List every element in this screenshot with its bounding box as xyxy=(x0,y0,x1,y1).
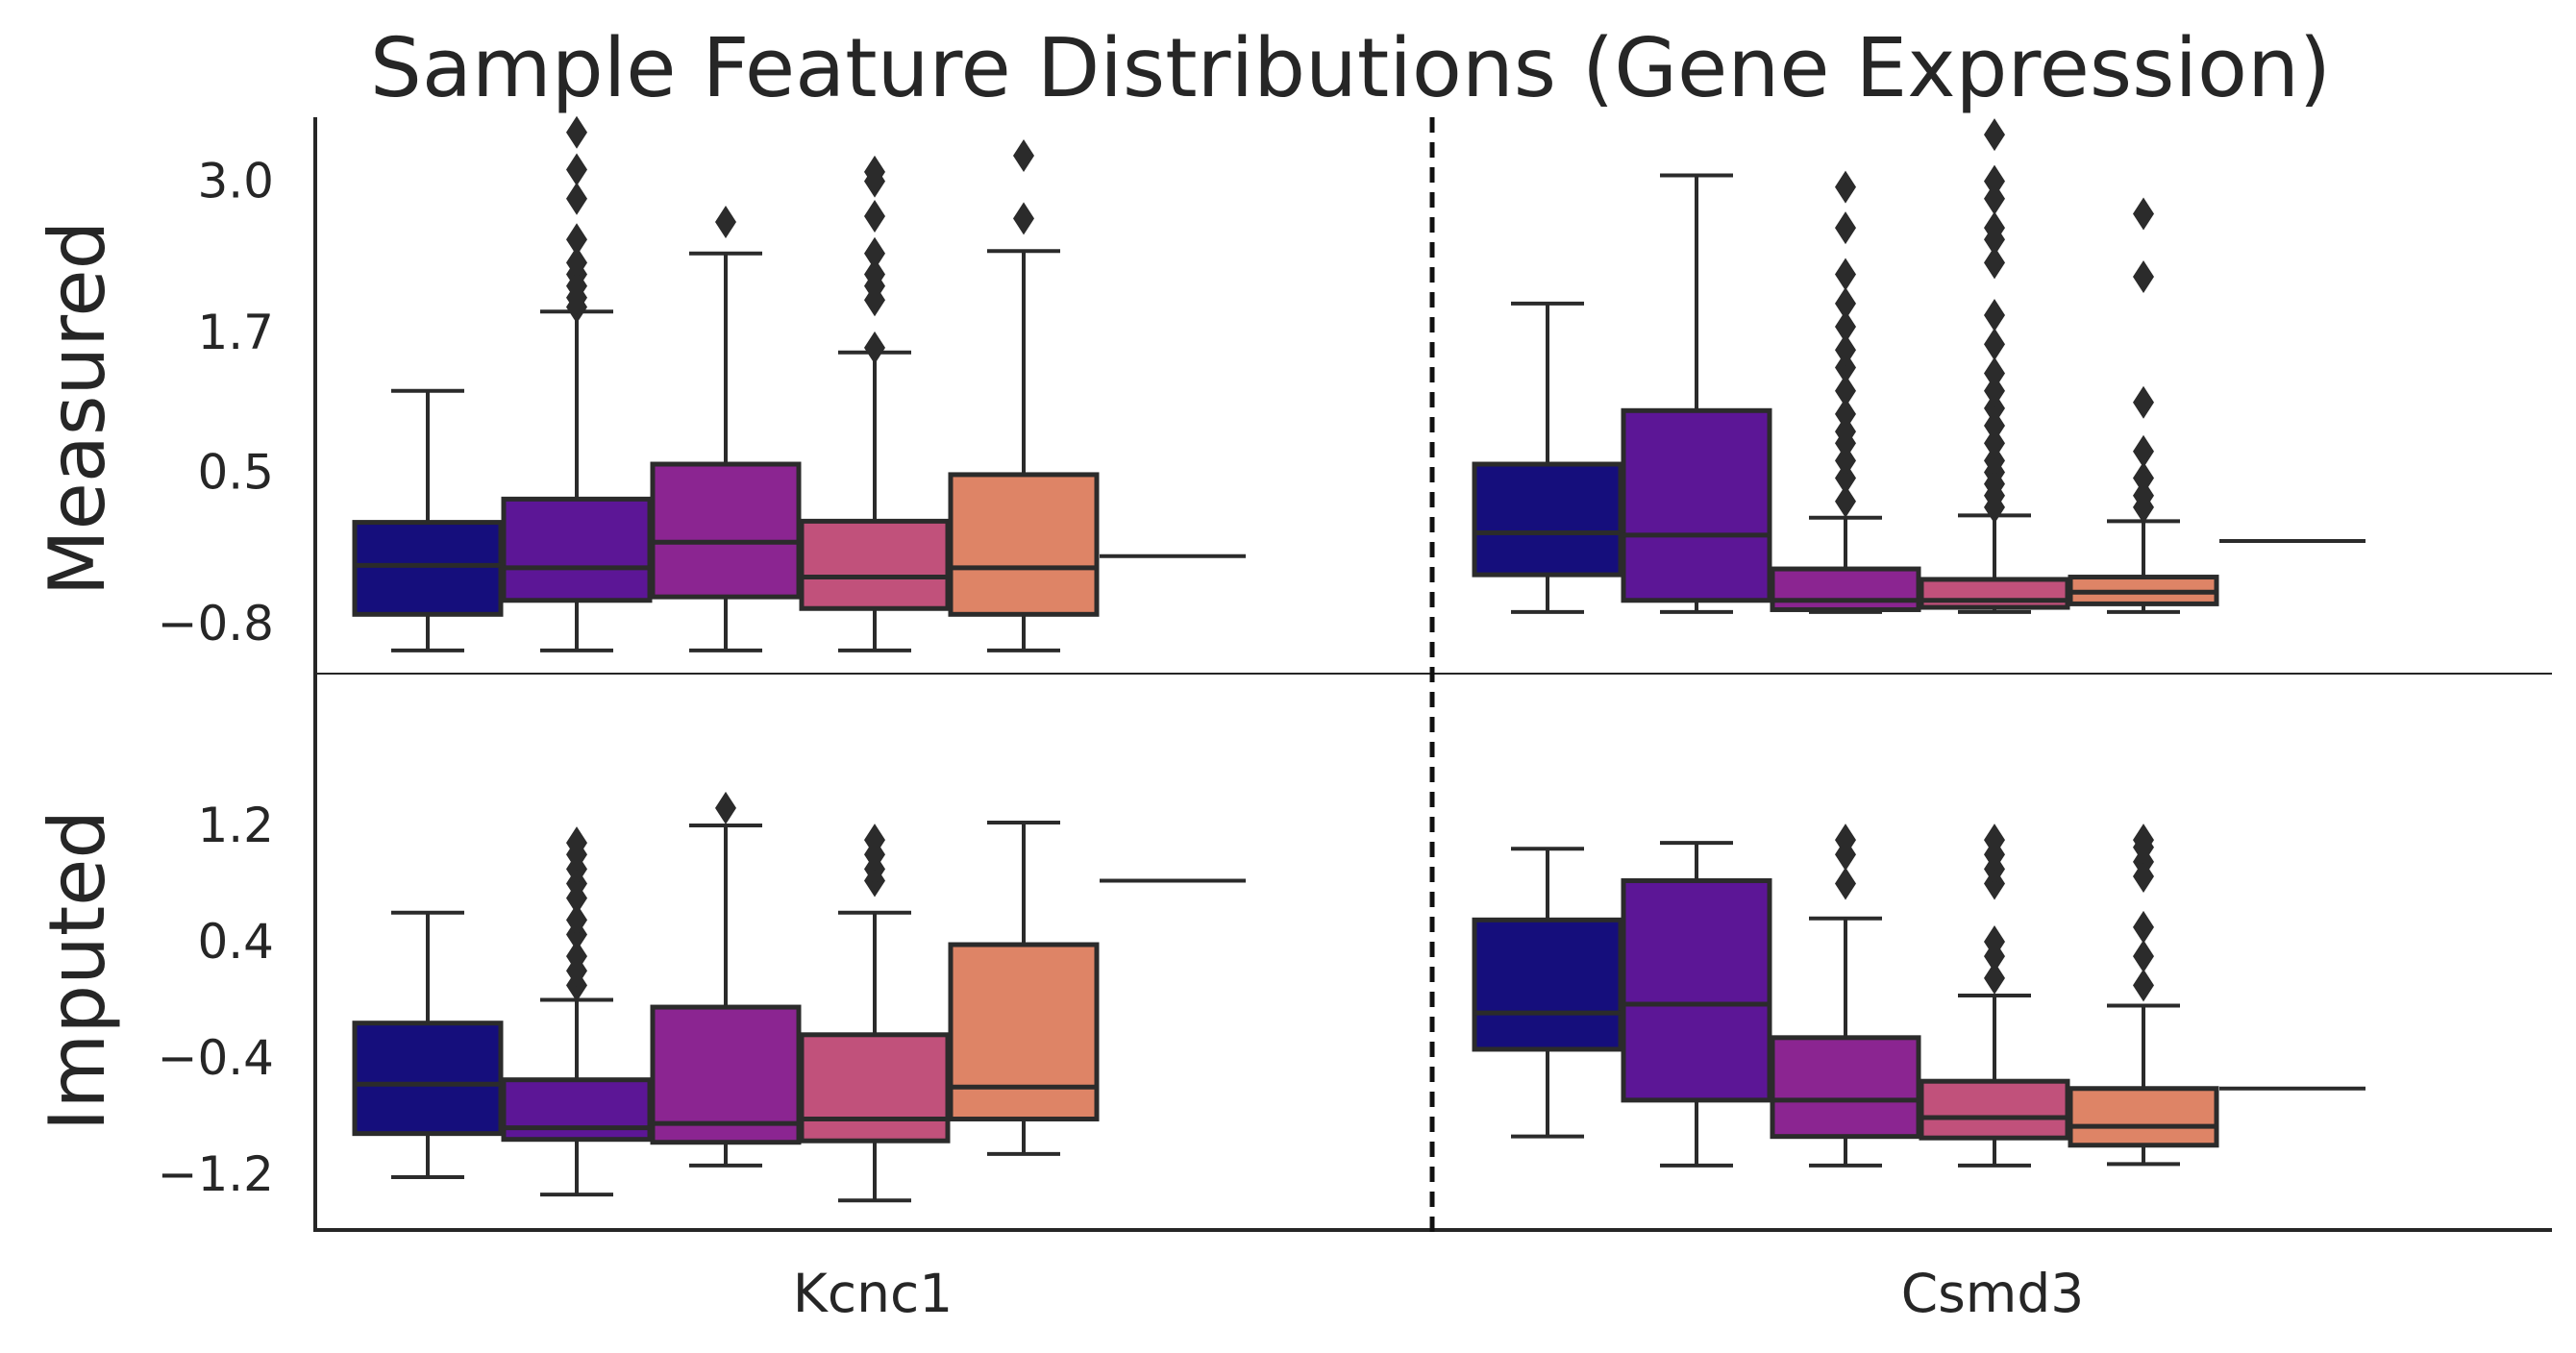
outlier-point xyxy=(1835,461,1856,495)
outlier-point xyxy=(2133,969,2154,1002)
outlier-point xyxy=(1984,357,2005,390)
outlier-point xyxy=(1835,310,1856,344)
outlier-point xyxy=(1984,409,2005,443)
box-body xyxy=(799,518,951,611)
outlier-point xyxy=(1835,444,1856,478)
outlier-point xyxy=(2133,940,2154,973)
outlier-point xyxy=(1835,415,1856,449)
box-body xyxy=(2068,1086,2219,1148)
box-body xyxy=(799,1032,951,1144)
outlier-point xyxy=(2133,461,2154,495)
y-tick-label: −0.8 xyxy=(158,596,274,652)
y-tick-label: 1.2 xyxy=(197,798,274,853)
y-tick-label: 1.7 xyxy=(197,305,274,360)
box-body xyxy=(1621,877,1772,1103)
outlier-point xyxy=(1984,444,2005,478)
box-body xyxy=(948,942,1100,1122)
y-tick-label: 3.0 xyxy=(197,154,274,209)
y-tick-label: −0.4 xyxy=(158,1030,274,1086)
box-body xyxy=(352,520,504,617)
outlier-point xyxy=(1835,333,1856,367)
outlier-point xyxy=(1835,867,1856,900)
box-body xyxy=(501,1077,653,1143)
box-body xyxy=(650,1004,802,1145)
outlier-point xyxy=(2133,197,2154,231)
gene-label-kcnc1: Kcnc1 xyxy=(793,1263,953,1324)
outlier-point xyxy=(1835,397,1856,430)
chart-title: Sample Feature Distributions (Gene Expre… xyxy=(370,21,2331,116)
outlier-point xyxy=(566,153,587,186)
outlier-point xyxy=(1835,258,1856,291)
box-body xyxy=(948,472,1100,617)
outlier-point xyxy=(1835,351,1856,384)
row-label-imputed: Imputed xyxy=(33,810,122,1131)
outlier-point xyxy=(566,826,587,860)
outlier-point xyxy=(1984,298,2005,332)
box-body xyxy=(1472,917,1623,1052)
outlier-point xyxy=(1835,170,1856,204)
outlier-point xyxy=(1984,328,2005,361)
box-body xyxy=(352,1021,504,1137)
box-body xyxy=(1770,566,1921,612)
outlier-point xyxy=(2133,910,2154,944)
box-body xyxy=(1919,1078,2070,1141)
outlier-point xyxy=(1984,164,2005,198)
outlier-point xyxy=(1013,138,1034,172)
box-body xyxy=(501,496,653,603)
outlier-point xyxy=(1984,391,2005,425)
box-body xyxy=(1472,461,1623,578)
gene-label-csmd3: Csmd3 xyxy=(1901,1263,2085,1324)
y-tick-label: 0.4 xyxy=(197,914,274,970)
outlier-point xyxy=(1984,925,2005,958)
outlier-point xyxy=(1984,961,2005,995)
outlier-point xyxy=(2133,434,2154,468)
chart-marks: −0.8 0.5 1.7 3.0 −1.2 −0.4 0.4 1.2 xyxy=(158,115,2365,1203)
box-body xyxy=(1919,577,2070,610)
outlier-point xyxy=(1984,427,2005,460)
box-body xyxy=(1770,1035,1921,1140)
outlier-point xyxy=(1984,824,2005,857)
outlier-point xyxy=(1984,211,2005,245)
outlier-point xyxy=(1984,118,2005,152)
outlier-point xyxy=(1984,374,2005,407)
outlier-point xyxy=(715,206,736,239)
outlier-point xyxy=(2133,259,2154,293)
box-body xyxy=(1621,407,1772,603)
outlier-point xyxy=(1984,246,2005,280)
outlier-point xyxy=(864,331,885,364)
outlier-point xyxy=(864,258,885,291)
outlier-point xyxy=(1835,286,1856,320)
outlier-point xyxy=(864,155,885,188)
outlier-point xyxy=(1984,182,2005,215)
outlier-point xyxy=(566,115,587,149)
outlier-point xyxy=(1835,374,1856,407)
row-label-measured: Measured xyxy=(33,221,122,597)
outlier-point xyxy=(566,903,587,937)
outlier-point xyxy=(864,236,885,270)
outlier-point xyxy=(2133,479,2154,512)
outlier-point xyxy=(715,791,736,824)
outlier-point xyxy=(2133,385,2154,419)
outlier-point xyxy=(566,223,587,257)
y-tick-label: 0.5 xyxy=(197,444,274,500)
outlier-point xyxy=(566,246,587,280)
outlier-point xyxy=(864,824,885,857)
y-tick-label: −1.2 xyxy=(158,1146,274,1202)
outlier-point xyxy=(566,940,587,973)
outlier-point xyxy=(1835,211,1856,245)
outlier-point xyxy=(1835,824,1856,857)
outlier-point xyxy=(566,182,587,215)
outlier-point xyxy=(1835,484,1856,518)
box-body xyxy=(650,461,802,600)
outlier-point xyxy=(864,199,885,233)
outlier-point xyxy=(2133,824,2154,857)
outlier-point xyxy=(1013,202,1034,235)
